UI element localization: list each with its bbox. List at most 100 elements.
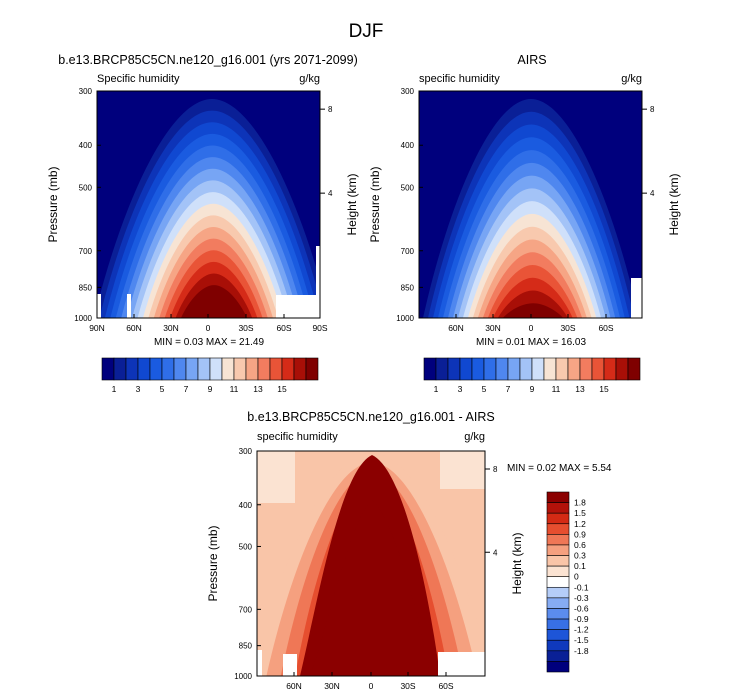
x-tick-label: 30S xyxy=(560,323,575,333)
y-tick-label: 850 xyxy=(401,283,415,292)
x-tick-label: 60S xyxy=(598,323,613,333)
y-tick-label: 400 xyxy=(239,501,253,510)
min-max-stats: MIN = 0.01 MAX = 16.03 xyxy=(476,337,586,348)
y-tick-label: 300 xyxy=(401,87,415,96)
missing-data-patch xyxy=(276,295,320,318)
colorbar-swatch xyxy=(546,639,570,652)
y-tick-label: 500 xyxy=(79,183,93,192)
colorbar-label: 0.3 xyxy=(574,551,586,561)
colorbar-label: 1.2 xyxy=(574,519,586,529)
contour-band xyxy=(257,451,295,503)
y2-tick-label: 4 xyxy=(493,548,498,557)
colorbar-swatch xyxy=(459,357,473,381)
y-tick-label: 700 xyxy=(401,247,415,256)
x-tick-label: 60N xyxy=(448,323,464,333)
contour-band xyxy=(180,285,248,318)
colorbar-swatch xyxy=(113,357,127,381)
colorbar-swatch xyxy=(483,357,497,381)
panel-title: AIRS xyxy=(517,53,546,67)
colorbar: 1 3 5 7 9 11 13 15 xyxy=(423,357,641,394)
colorbar-label: 3 xyxy=(136,384,141,394)
plot-area xyxy=(257,451,485,676)
colorbar-swatch xyxy=(546,576,570,588)
x-tick-label: 60N xyxy=(126,323,142,333)
colorbar-label: -0.6 xyxy=(574,603,589,613)
colorbar-swatch xyxy=(471,357,485,381)
colorbar-swatch xyxy=(305,357,319,381)
x-tick-label: 0 xyxy=(206,323,211,333)
missing-data-patch xyxy=(316,246,320,296)
missing-data-patch xyxy=(438,652,485,676)
panel-left-label: specific humidity xyxy=(257,431,338,443)
colorbar-swatch xyxy=(546,608,570,620)
y-axis-title: Pressure (mb) xyxy=(206,525,220,601)
x-tick-label: 30N xyxy=(485,323,501,333)
colorbar-swatch xyxy=(627,357,641,381)
colorbar-swatch xyxy=(221,357,235,381)
y-tick-label: 400 xyxy=(401,141,415,150)
y2-tick-label: 4 xyxy=(328,189,333,198)
colorbar-swatch xyxy=(546,502,570,514)
y2-axis-title: Height (km) xyxy=(345,173,359,235)
colorbar-label: 13 xyxy=(253,384,263,394)
x-tick-label: 30S xyxy=(400,681,415,691)
x-tick-label: 60N xyxy=(286,681,302,691)
colorbar-swatch xyxy=(149,357,163,381)
colorbar-swatch xyxy=(495,357,509,381)
colorbar-swatch xyxy=(185,357,199,381)
colorbar-label: 3 xyxy=(458,384,463,394)
colorbar-swatch xyxy=(546,534,570,546)
colorbar-swatch xyxy=(435,357,449,381)
colorbar-label: 0.1 xyxy=(574,561,586,571)
colorbar-label: 9 xyxy=(208,384,213,394)
colorbar-label: 15 xyxy=(599,384,609,394)
colorbar-swatch xyxy=(519,357,533,381)
y-tick-label: 300 xyxy=(79,87,93,96)
missing-data-patch xyxy=(283,654,297,676)
colorbar-label: 13 xyxy=(575,384,585,394)
y-axis-title: Pressure (mb) xyxy=(368,166,382,242)
y2-tick-label: 8 xyxy=(650,105,655,114)
x-tick-label: 0 xyxy=(369,681,374,691)
colorbar-label: 0.9 xyxy=(574,529,586,539)
y2-axis-title: Height (km) xyxy=(510,532,524,594)
y2-tick-label: 8 xyxy=(493,465,498,474)
colorbar-swatch xyxy=(257,357,271,381)
colorbar-label: 5 xyxy=(160,384,165,394)
y-tick-label: 850 xyxy=(79,283,93,292)
missing-data-patch xyxy=(97,294,101,318)
colorbar-label: 9 xyxy=(530,384,535,394)
missing-data-patch xyxy=(631,278,642,318)
missing-data-patch xyxy=(257,650,262,676)
panel-bottom: b.e13.BRCP85C5CN.ne120_g16.001 - AIRS spe… xyxy=(206,410,612,691)
y-tick-label: 700 xyxy=(239,605,253,614)
colorbar-label: -1.2 xyxy=(574,625,589,635)
plot-area xyxy=(97,91,320,318)
colorbar-swatch xyxy=(546,650,570,662)
colorbar-swatch xyxy=(546,555,570,567)
y2-axis-title: Height (km) xyxy=(667,173,681,235)
y-tick-label: 700 xyxy=(79,247,93,256)
colorbar-swatch xyxy=(125,357,139,381)
colorbar-swatch xyxy=(546,491,570,503)
colorbar-swatch xyxy=(293,357,307,381)
y-tick-label: 500 xyxy=(239,542,253,551)
colorbar-swatch xyxy=(546,618,570,630)
y-tick-label: 400 xyxy=(79,141,93,150)
colorbar-swatch xyxy=(555,357,569,381)
colorbar-swatch xyxy=(567,357,581,381)
panel-right-label: g/kg xyxy=(299,73,320,85)
colorbar-label: 1.5 xyxy=(574,508,586,518)
colorbar-label: 0.6 xyxy=(574,540,586,550)
y2-tick-label: 4 xyxy=(650,189,655,198)
colorbar-swatch xyxy=(546,597,570,609)
x-tick-label: 60S xyxy=(276,323,291,333)
colorbar-swatch xyxy=(543,357,557,381)
colorbar-label: 5 xyxy=(482,384,487,394)
panel-right-label: g/kg xyxy=(621,73,642,85)
colorbar-swatch xyxy=(101,357,115,381)
colorbar-swatch xyxy=(546,565,570,578)
panel-left-label: specific humidity xyxy=(419,73,500,85)
y-axis-title: Pressure (mb) xyxy=(46,166,60,242)
colorbar-label: 0 xyxy=(574,572,579,582)
